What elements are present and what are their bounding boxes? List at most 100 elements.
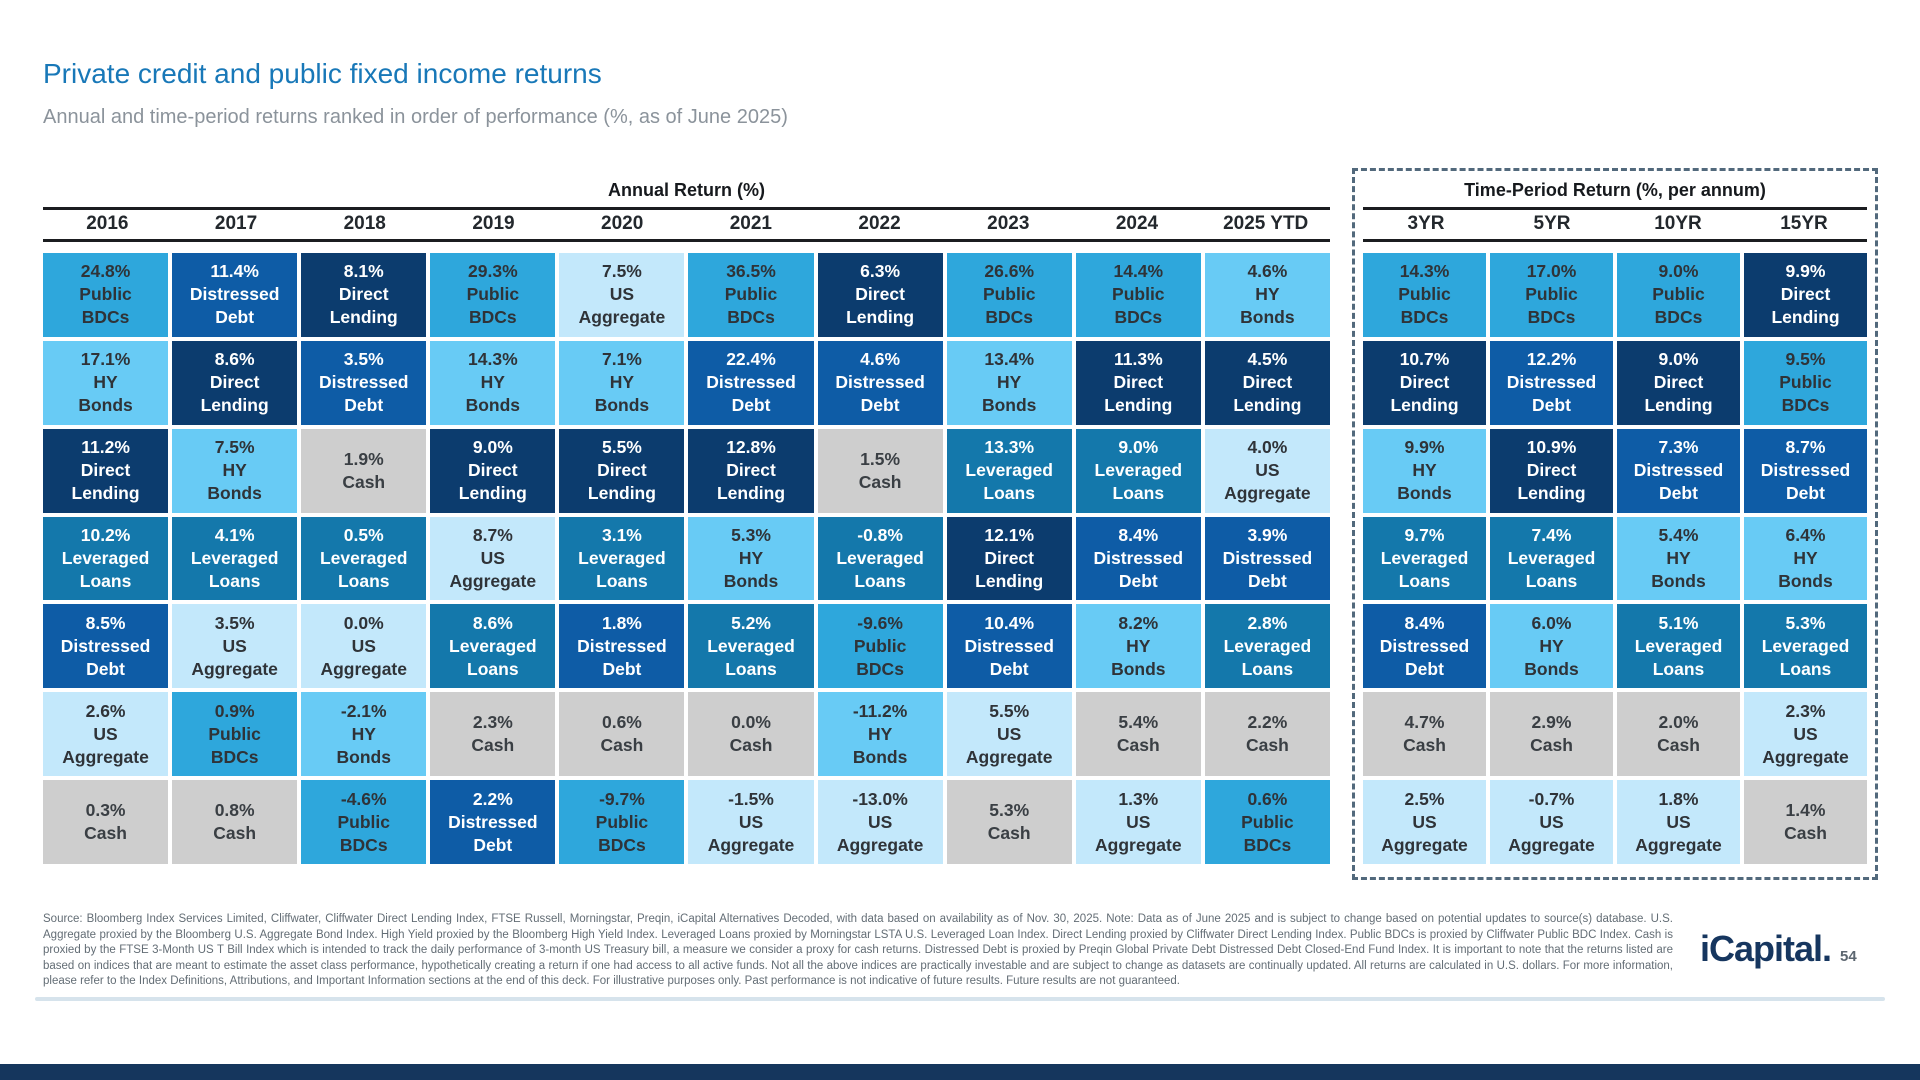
return-cell-cash: 0.3% Cash bbox=[43, 780, 169, 865]
asset-label-line: BDCs bbox=[469, 307, 517, 328]
asset-label-line: Debt bbox=[344, 395, 384, 416]
asset-label-line: HY bbox=[1793, 548, 1818, 568]
time-period-header: Time-Period Return (%, per annum) bbox=[1464, 180, 1766, 200]
column-header-2021: 2021 bbox=[729, 213, 772, 234]
return-column-2021: 36.5% Public BDCs 22.4% Distressed Debt 12.8% D… bbox=[688, 253, 814, 865]
return-value: 17.0% bbox=[1526, 261, 1577, 282]
asset-label-line: Bonds bbox=[1397, 483, 1452, 504]
return-cell-cash: 2.2% Cash bbox=[1204, 692, 1330, 777]
asset-label-line: Distressed bbox=[1760, 460, 1851, 481]
return-cell-hy_bonds: 14.3% HY Bonds bbox=[430, 340, 556, 425]
asset-label-line: HY bbox=[1255, 284, 1280, 305]
asset-label-line: Debt bbox=[1247, 571, 1287, 591]
return-cell-us_aggregate: 5.5% US Aggregate bbox=[946, 692, 1072, 777]
return-value: 5.5% bbox=[601, 437, 642, 458]
asset-label-line: US bbox=[1412, 811, 1437, 832]
column-header-2025-ytd: 2025 YTD bbox=[1223, 213, 1309, 234]
return-cell-direct_lending: 5.5% Direct Lending bbox=[559, 428, 685, 513]
return-cell-leveraged_loans: 0.5% Leveraged Loans bbox=[301, 516, 427, 601]
asset-label-line: Loans bbox=[1779, 658, 1832, 679]
return-cell-direct_lending: 10.7% Direct Lending bbox=[1363, 340, 1486, 425]
asset-label-line: BDCs bbox=[1781, 395, 1830, 416]
return-cell-distressed_debt: 3.5% Distressed Debt bbox=[301, 340, 427, 425]
return-value: 3.5% bbox=[343, 349, 384, 370]
asset-label-line: Leveraged bbox=[190, 548, 279, 568]
asset-label-line: Distressed bbox=[964, 635, 1054, 656]
column-header-3yr: 3YR bbox=[1407, 213, 1445, 234]
asset-label-line: Direct bbox=[597, 460, 647, 481]
asset-label-line: HY bbox=[1412, 460, 1437, 481]
asset-label-line: Aggregate bbox=[320, 658, 407, 679]
return-cell-direct_lending: 9.0% Direct Lending bbox=[430, 428, 556, 513]
return-value: 9.9% bbox=[1785, 261, 1826, 282]
logo-dot: . bbox=[1822, 928, 1832, 969]
column-header-2016: 2016 bbox=[86, 213, 129, 234]
return-cell-hy_bonds: 7.5% HY Bonds bbox=[172, 428, 298, 513]
return-cell-public_bdcs: 24.8% Public BDCs bbox=[43, 253, 169, 337]
return-value: 1.5% bbox=[860, 448, 901, 469]
return-cell-leveraged_loans: -0.8% Leveraged Loans bbox=[817, 516, 943, 601]
return-value: 11.3% bbox=[1113, 349, 1163, 370]
asset-label-line: Loans bbox=[854, 571, 906, 591]
return-cell-us_aggregate: 8.7% US Aggregate bbox=[430, 516, 556, 601]
return-cell-distressed_debt: 12.2% Distressed Debt bbox=[1490, 340, 1613, 425]
return-value: 0.6% bbox=[1247, 788, 1288, 809]
asset-label-line: Cash bbox=[1116, 735, 1160, 756]
return-cell-hy_bonds: 5.4% HY Bonds bbox=[1617, 516, 1740, 601]
asset-label-line: Cash bbox=[471, 735, 515, 756]
asset-label-line: HY bbox=[1539, 635, 1564, 656]
asset-label-line: US bbox=[609, 284, 635, 305]
return-cell-us_aggregate: 7.5% US Aggregate bbox=[559, 253, 685, 337]
asset-label-line: Loans bbox=[337, 571, 390, 591]
return-cell-hy_bonds: -2.1% HY Bonds bbox=[301, 692, 427, 777]
asset-label-line: Distressed bbox=[1506, 372, 1597, 393]
return-value: 2.9% bbox=[1531, 712, 1572, 733]
return-value: 2.5% bbox=[1404, 788, 1445, 809]
asset-label-line: US bbox=[867, 811, 893, 832]
return-cell-us_aggregate: 4.0% US Aggregate bbox=[1204, 428, 1330, 513]
return-cell-us_aggregate: 2.6% US Aggregate bbox=[43, 692, 169, 777]
return-cell-public_bdcs: 14.3% Public BDCs bbox=[1363, 253, 1486, 337]
return-cell-leveraged_loans: 5.1% Leveraged Loans bbox=[1617, 604, 1740, 689]
return-cell-leveraged_loans: 3.1% Leveraged Loans bbox=[559, 516, 685, 601]
asset-label-line: US bbox=[222, 635, 247, 656]
return-value: 6.0% bbox=[1531, 612, 1572, 633]
asset-label-line: Public bbox=[1525, 284, 1578, 305]
return-value: 7.5% bbox=[601, 261, 642, 282]
return-value: 10.4% bbox=[984, 612, 1035, 633]
asset-label-line: HY bbox=[867, 723, 893, 744]
asset-label-line: Aggregate bbox=[707, 834, 795, 855]
asset-label-line: Direct bbox=[1399, 372, 1450, 393]
return-value: 8.5% bbox=[85, 612, 126, 633]
return-value: 12.1% bbox=[984, 525, 1035, 545]
asset-label-line: Lending bbox=[1104, 395, 1173, 416]
return-column-2016: 24.8% Public BDCs 17.1% HY Bonds 11.2% Direct Le… bbox=[43, 253, 169, 865]
asset-label-line: Distressed bbox=[1633, 460, 1724, 481]
return-cell-leveraged_loans: 10.2% Leveraged Loans bbox=[43, 516, 169, 601]
asset-label-line: BDCs bbox=[598, 834, 646, 855]
asset-label-line: Lending bbox=[329, 307, 398, 328]
asset-label-line: Leveraged bbox=[61, 548, 150, 568]
asset-label-line: BDCs bbox=[1114, 307, 1163, 328]
asset-label-line: BDCs bbox=[1527, 307, 1576, 328]
return-value: 14.3% bbox=[468, 349, 518, 370]
annual-return-grid: 24.8% Public BDCs 17.1% HY Bonds 11.2% Direct Le… bbox=[43, 253, 1330, 865]
asset-label-line: Aggregate bbox=[1508, 834, 1595, 855]
return-value: 10.9% bbox=[1526, 437, 1577, 458]
asset-label-line: US bbox=[1666, 811, 1691, 832]
asset-label-line: Cash bbox=[1784, 823, 1827, 844]
return-cell-us_aggregate: 1.3% US Aggregate bbox=[1075, 780, 1201, 865]
asset-label-line: Bonds bbox=[723, 571, 779, 591]
time-period-section: Time-Period Return (%, per annum) 3YR 5YR… bbox=[1352, 168, 1878, 880]
asset-label-line: HY bbox=[609, 372, 635, 393]
return-cell-direct_lending: 12.1% Direct Lending bbox=[946, 516, 1072, 601]
asset-label-line: Loans bbox=[1398, 571, 1451, 591]
asset-label-line: Distressed bbox=[318, 372, 409, 393]
return-cell-distressed_debt: 2.2% Distressed Debt bbox=[430, 780, 556, 865]
annual-years-row: 2016 2017 2018 2019 2020 2021 2022 2023 2024 2025… bbox=[43, 210, 1330, 238]
return-cell-direct_lending: 11.2% Direct Lending bbox=[43, 428, 169, 513]
asset-label-line: Direct bbox=[1113, 372, 1164, 393]
return-value: 9.7% bbox=[1404, 525, 1445, 545]
column-header-2024: 2024 bbox=[1115, 213, 1159, 234]
return-value: 3.9% bbox=[1247, 525, 1288, 545]
